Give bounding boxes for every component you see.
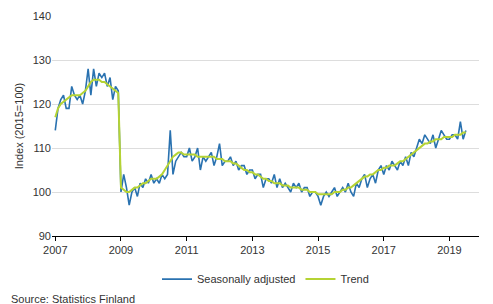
svg-text:100: 100 <box>33 186 51 198</box>
svg-text:120: 120 <box>33 98 51 110</box>
svg-text:Source: Statistics Finland: Source: Statistics Finland <box>11 293 135 304</box>
svg-text:2019: 2019 <box>437 244 461 256</box>
svg-text:Index (2015=100): Index (2015=100) <box>13 83 25 170</box>
svg-text:Trend: Trend <box>340 273 368 285</box>
svg-text:Seasonally adjusted: Seasonally adjusted <box>197 273 295 285</box>
svg-text:110: 110 <box>33 142 51 154</box>
svg-text:140: 140 <box>33 10 51 22</box>
svg-text:2011: 2011 <box>175 244 199 256</box>
svg-text:90: 90 <box>39 230 51 242</box>
svg-text:2017: 2017 <box>372 244 396 256</box>
svg-text:2009: 2009 <box>109 244 133 256</box>
svg-text:2015: 2015 <box>306 244 330 256</box>
svg-text:130: 130 <box>33 54 51 66</box>
svg-text:2013: 2013 <box>240 244 264 256</box>
svg-text:2007: 2007 <box>43 244 67 256</box>
